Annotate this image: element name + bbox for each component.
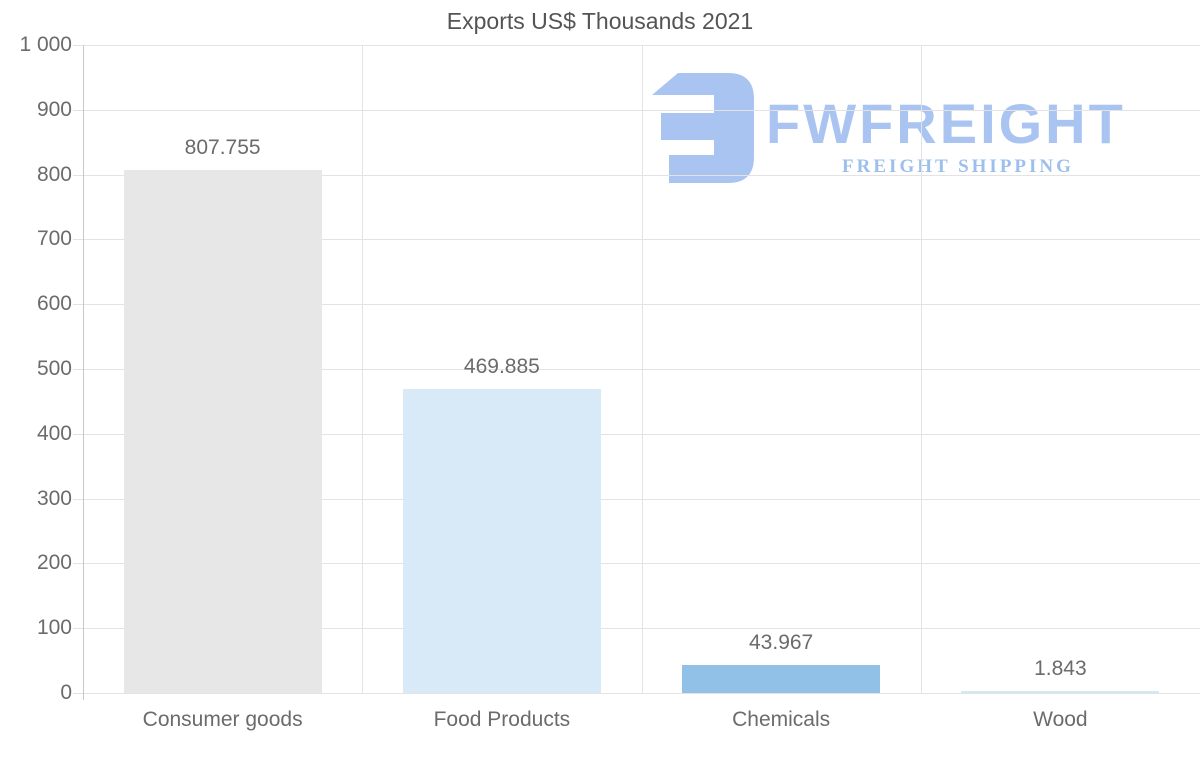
bar-food-products	[402, 388, 601, 693]
gridline-y-900	[73, 109, 1200, 111]
gridline-y-800	[73, 174, 1200, 176]
y-axis-tick-label: 1 000	[19, 33, 72, 56]
y-axis-tick-label: 800	[36, 162, 72, 186]
value-label-chemicals: 43.967	[749, 630, 814, 654]
y-axis-tick-label: 700	[36, 227, 72, 251]
y-axis-tick-label: 900	[36, 97, 72, 121]
logo-tagline: FREIGHT SHIPPING	[842, 156, 1074, 177]
y-axis-tick-label: 500	[36, 357, 72, 380]
gridline-x-2	[641, 45, 643, 693]
bar-chemicals	[682, 664, 881, 693]
value-label-consumer-goods: 807.755	[184, 135, 261, 159]
y-axis-tick-label: 300	[36, 486, 72, 510]
x-axis-label-chemicals: Chemicals	[732, 708, 831, 731]
fwfreight-logo-icon	[652, 73, 754, 183]
gridline-y-200	[73, 563, 1200, 565]
brand-logo: FWFREIGHT FREIGHT SHIPPING	[648, 72, 1148, 185]
gridline-y-500	[73, 369, 1200, 370]
x-axis-label-food-products: Food Products	[433, 708, 571, 731]
x-axis-label-consumer-goods: Consumer goods	[142, 708, 303, 731]
x-axis-label-wood: Wood	[1033, 708, 1088, 731]
gridline-y-100	[73, 628, 1200, 630]
bar-consumer-goods	[123, 169, 322, 693]
y-axis-tick-label: 200	[36, 551, 72, 575]
y-axis-line	[83, 45, 84, 700]
value-label-food-products: 469.885	[463, 354, 540, 378]
y-axis-tick-label: 0	[60, 681, 72, 704]
gridline-x-1	[362, 45, 364, 693]
gridline-y-1000	[73, 45, 1200, 46]
y-axis-tick-label: 400	[36, 421, 72, 445]
gridline-x-3	[920, 45, 922, 693]
y-axis-tick-label: 600	[36, 292, 72, 316]
gridline-y-0	[73, 693, 1200, 694]
gridline-y-600	[73, 304, 1200, 306]
chart-title: Exports US$ Thousands 2021	[446, 8, 754, 34]
value-label-wood: 1.843	[1034, 657, 1087, 680]
logo-wordmark: FWFREIGHT	[766, 92, 1126, 155]
y-axis-tick-label: 100	[36, 616, 72, 640]
gridline-y-400	[73, 433, 1200, 435]
gridline-y-300	[73, 498, 1200, 500]
bar-wood	[961, 691, 1160, 693]
gridline-y-700	[73, 239, 1200, 241]
